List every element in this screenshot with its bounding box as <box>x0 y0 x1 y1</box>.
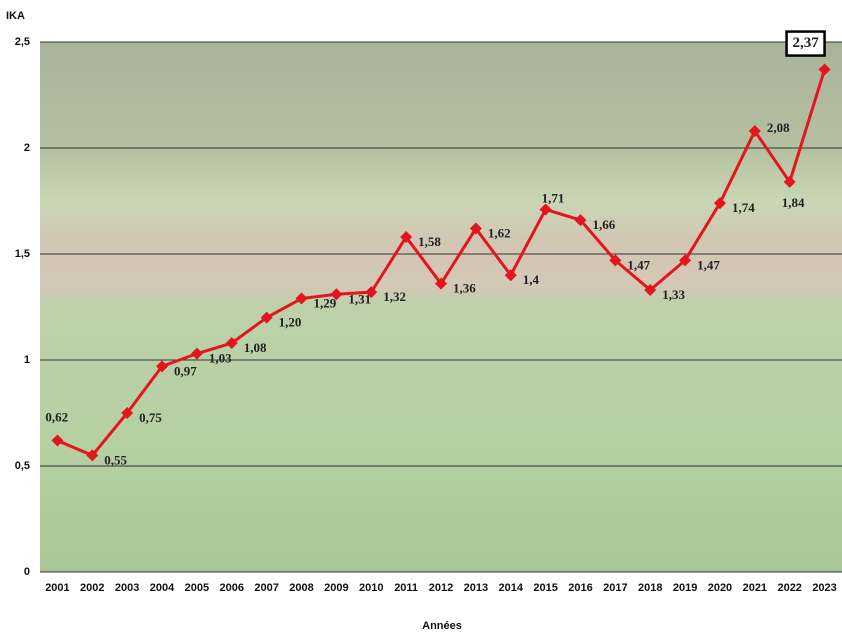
data-point <box>539 203 552 216</box>
x-axis-title: Années <box>422 620 462 632</box>
data-point <box>156 360 169 373</box>
value-label: 0,97 <box>174 363 197 378</box>
x-tick-label: 2017 <box>603 582 627 594</box>
value-label: 1,31 <box>348 291 371 306</box>
x-tick-label: 2011 <box>394 582 418 594</box>
x-tick-label: 2016 <box>568 582 592 594</box>
y-tick-label: 2 <box>24 142 30 154</box>
x-tick-label: 2021 <box>743 582 767 594</box>
y-axis-title: IKA <box>6 10 25 22</box>
x-tick-label: 2010 <box>359 582 383 594</box>
x-tick-label: 2006 <box>220 582 244 594</box>
data-point <box>713 197 726 210</box>
value-label: 1,20 <box>279 315 302 330</box>
x-tick-label: 2007 <box>254 582 278 594</box>
value-label: 1,4 <box>523 272 540 287</box>
data-point <box>504 269 517 282</box>
value-label: 1,33 <box>662 287 685 302</box>
data-point <box>121 407 134 419</box>
data-point <box>225 337 238 350</box>
x-tick-label: 2003 <box>115 582 139 594</box>
data-point <box>469 222 482 235</box>
data-point <box>86 449 99 462</box>
value-label: 1,84 <box>782 195 805 210</box>
data-point <box>783 175 796 188</box>
data-point <box>748 125 761 138</box>
x-tick-label: 2001 <box>45 582 69 594</box>
value-label: 1,58 <box>418 234 441 249</box>
x-tick-label: 2012 <box>429 582 453 594</box>
value-label: 1,71 <box>542 190 565 205</box>
data-point <box>190 347 203 360</box>
data-point <box>644 284 657 297</box>
x-tick-label: 2018 <box>638 582 662 594</box>
x-tick-label: 2013 <box>464 582 488 594</box>
data-point <box>330 288 343 301</box>
y-tick-label: 0 <box>24 566 30 578</box>
x-tick-label: 2009 <box>324 582 348 594</box>
data-point <box>295 292 308 305</box>
value-label: 1,47 <box>697 257 720 272</box>
x-tick-label: 2022 <box>777 582 801 594</box>
value-label: 2,37 <box>792 35 819 51</box>
value-label: 1,29 <box>314 296 337 311</box>
data-point <box>609 254 622 267</box>
y-tick-label: 0,5 <box>15 460 30 472</box>
x-tick-label: 2020 <box>708 582 732 594</box>
value-label: 1,08 <box>244 340 267 355</box>
value-label: 0,75 <box>139 410 162 425</box>
x-tick-label: 2005 <box>185 582 209 594</box>
value-label: 1,66 <box>592 217 615 232</box>
x-tick-label: 2023 <box>812 582 836 594</box>
data-point <box>365 286 378 299</box>
y-tick-label: 2,5 <box>15 36 30 48</box>
x-tick-label: 2004 <box>150 582 175 594</box>
value-label: 1,03 <box>209 351 232 366</box>
value-label: 1,32 <box>383 289 406 304</box>
value-label: 0,55 <box>104 452 127 467</box>
x-tick-label: 2008 <box>289 582 313 594</box>
value-label: 1,62 <box>488 226 511 241</box>
data-point <box>260 311 273 324</box>
data-point <box>400 231 413 244</box>
x-tick-label: 2002 <box>80 582 104 594</box>
data-point <box>679 254 692 267</box>
value-label: 0,62 <box>45 410 68 425</box>
x-tick-label: 2015 <box>533 582 557 594</box>
data-point <box>435 277 447 290</box>
value-label: 2,08 <box>767 120 790 135</box>
x-tick-label: 2019 <box>673 582 697 594</box>
data-point <box>574 214 587 227</box>
data-point <box>818 63 831 76</box>
value-label: 1,36 <box>453 281 476 296</box>
data-point <box>51 434 64 447</box>
plot-background <box>40 42 842 572</box>
value-label: 1,74 <box>732 200 755 215</box>
highlight-box <box>785 30 826 57</box>
value-label: 1,47 <box>627 257 650 272</box>
y-tick-label: 1,5 <box>15 248 30 260</box>
y-tick-label: 1 <box>24 354 30 366</box>
x-tick-label: 2014 <box>498 582 523 594</box>
